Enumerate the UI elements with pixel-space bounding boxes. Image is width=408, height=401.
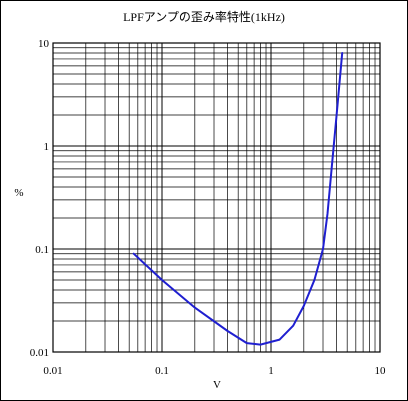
x-tick-label: 10 bbox=[375, 365, 387, 377]
y-tick-label: 10 bbox=[38, 38, 50, 50]
x-tick-label: 1 bbox=[268, 365, 274, 377]
grid bbox=[52, 43, 380, 353]
x-tick-label: 0.1 bbox=[155, 365, 169, 377]
y-axis-label: % bbox=[14, 187, 23, 199]
y-tick-label: 0.1 bbox=[35, 244, 49, 256]
axes: 0.01 0.1 1 10 0.01 0.1 1 10 bbox=[30, 38, 386, 377]
y-tick-label: 0.01 bbox=[30, 347, 49, 359]
x-tick-label: 0.01 bbox=[43, 365, 62, 377]
y-tick-label: 1 bbox=[44, 141, 50, 153]
x-axis-label: V bbox=[213, 379, 221, 391]
chart-title: LPFアンプの歪み率特性(1kHz) bbox=[123, 9, 285, 24]
plot-border bbox=[52, 42, 381, 353]
series-layer bbox=[132, 52, 344, 346]
distortion-series-line bbox=[132, 52, 344, 346]
